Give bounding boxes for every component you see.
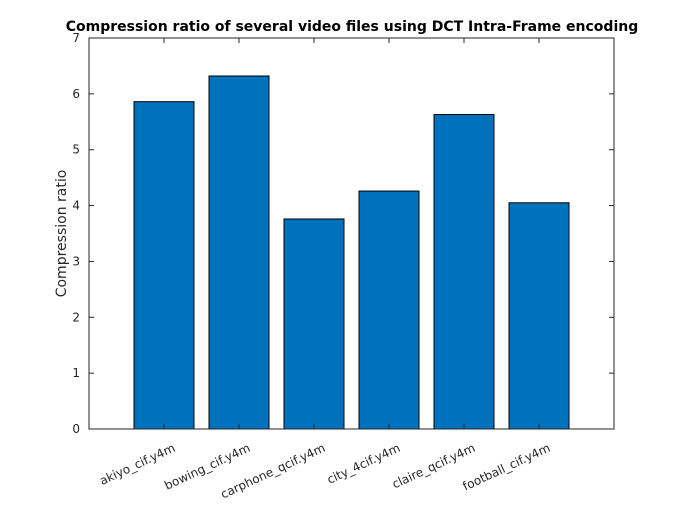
plot-area-frame <box>88 37 615 430</box>
y-tick-label-3: 3 <box>72 254 80 268</box>
y-axis: 0 1 2 3 4 5 6 7 <box>72 31 614 436</box>
chart-title: Compression ratio of several video files… <box>66 19 639 35</box>
y-tick-label-0: 0 <box>72 422 80 436</box>
y-tick-label-6: 6 <box>72 87 80 101</box>
y-tick-label-7: 7 <box>72 31 80 45</box>
bar-0 <box>133 101 195 430</box>
bar-2 <box>283 218 345 430</box>
y-axis-label: Compression ratio <box>54 170 70 298</box>
bars-layer <box>133 75 570 430</box>
bar-4 <box>433 114 495 430</box>
y-tick-label-5: 5 <box>72 143 80 157</box>
y-tick-label-4: 4 <box>72 199 80 213</box>
bar-5 <box>508 202 570 430</box>
y-tick-label-2: 2 <box>72 310 80 324</box>
bar-1 <box>208 75 270 430</box>
bar-3 <box>358 190 420 430</box>
y-tick-label-1: 1 <box>72 366 80 380</box>
